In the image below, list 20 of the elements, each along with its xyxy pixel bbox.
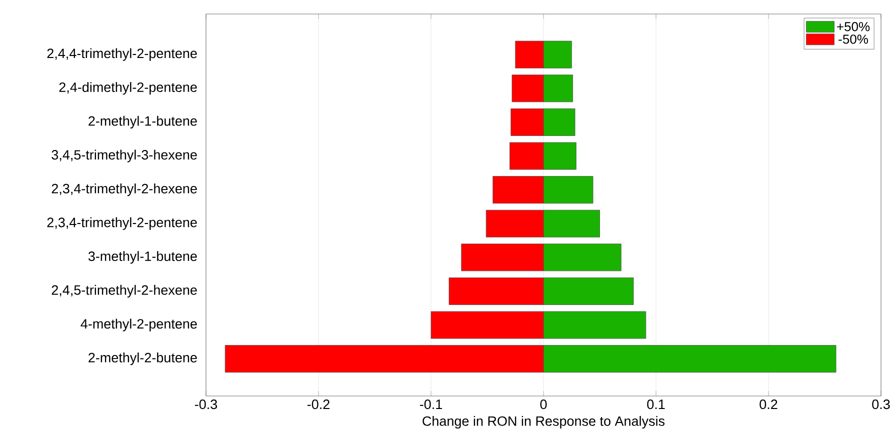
y-tick-label: 3-methyl-1-butene <box>88 251 197 264</box>
x-tick-label: 0.1 <box>647 400 665 410</box>
legend-label: +50% <box>837 22 870 32</box>
legend-label: -50% <box>838 34 868 44</box>
y-tick-label: 2,4,5-trimethyl-2-hexene <box>52 284 197 298</box>
x-tick-label: -0.1 <box>420 400 442 410</box>
x-tick-label: 0.2 <box>760 400 778 410</box>
y-tick-label: 3,4,5-trimethyl-3-hexene <box>52 150 197 162</box>
y-tick-label: 2-methyl-2-butene <box>88 352 197 366</box>
x-tick-label: -0.2 <box>307 400 330 410</box>
x-tick-label: 0 <box>540 400 547 410</box>
y-tick-label: 2-methyl-1-butene <box>88 116 197 128</box>
y-tick-label: 2,3,4-trimethyl-2-hexene <box>52 183 197 196</box>
y-tick-label: 2,4-dimethyl-2-pentene <box>59 82 197 95</box>
y-tick-label: 2,3,4-trimethyl-2-pentene <box>47 217 197 230</box>
y-tick-label: 4-methyl-2-pentene <box>80 318 197 332</box>
x-tick-label: -0.3 <box>194 400 218 410</box>
x-tick-label: 0.3 <box>872 400 890 410</box>
y-tick-label: 2,4,4-trimethyl-2-pentene <box>47 48 197 61</box>
x-axis-title: Change in RON in Response to Analysis <box>422 416 665 429</box>
